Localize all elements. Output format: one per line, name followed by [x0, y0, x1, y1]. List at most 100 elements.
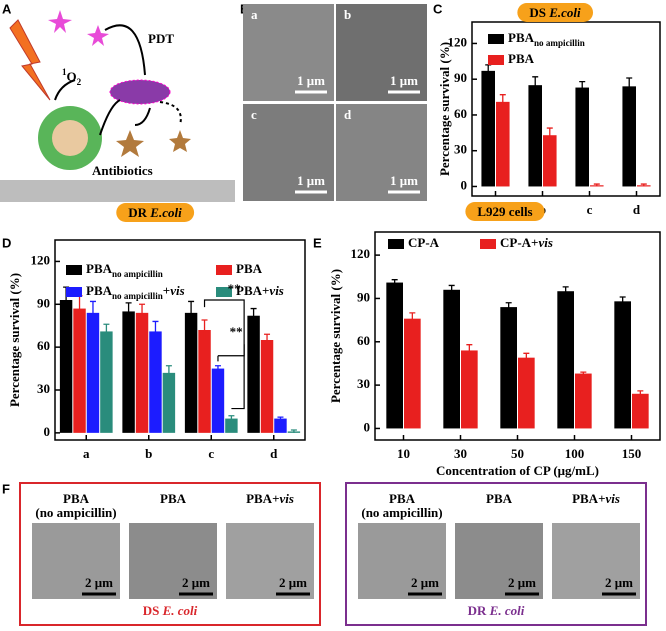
error-bar	[619, 296, 626, 306]
bar	[100, 331, 113, 433]
bar	[86, 312, 100, 433]
bar	[614, 301, 631, 429]
error-bar	[499, 94, 506, 109]
panel-label: C	[433, 1, 443, 16]
text-part: PBA+	[572, 491, 605, 506]
text-part: PBA	[160, 491, 187, 506]
text-part: vis	[170, 283, 184, 298]
y-tick-label: 120	[31, 252, 51, 267]
image-label: d	[344, 107, 352, 122]
bar	[518, 357, 535, 429]
text-part: PBA	[389, 491, 416, 506]
error-bar	[580, 371, 587, 375]
text-part: E.coli	[548, 5, 581, 20]
error-bar	[505, 302, 512, 312]
x-tick-label: d	[270, 446, 278, 461]
bar	[73, 308, 86, 433]
error-bar	[125, 302, 132, 320]
legend-swatch	[488, 34, 504, 44]
error-bar	[139, 303, 146, 322]
text-part: DR	[468, 603, 490, 618]
scale-label: 2 μm	[605, 575, 633, 590]
y-tick-label: 60	[357, 333, 370, 348]
legend-swatch	[480, 239, 496, 249]
text-part: vis	[538, 235, 552, 250]
text-part: PBA	[63, 491, 90, 506]
bar	[211, 368, 225, 433]
legend-label: PBA	[508, 51, 535, 66]
significance-bracket	[203, 299, 245, 357]
text-part: L929 cells	[477, 204, 532, 219]
title-pill	[116, 202, 195, 222]
legend-swatch	[216, 287, 232, 297]
scale-label: 2 μm	[85, 575, 113, 590]
legend-swatch	[216, 265, 232, 275]
y-tick-label: 0	[364, 419, 371, 434]
arrow	[134, 107, 151, 126]
legend-label: CP-A	[408, 235, 440, 250]
image-label: b	[344, 7, 351, 22]
bar	[184, 312, 198, 433]
y-axis-label: Percentage survival (%)	[437, 42, 452, 176]
y-tick-label: 90	[454, 70, 467, 85]
sem-image	[243, 4, 334, 101]
legend-label: CP-A+vis	[500, 235, 553, 250]
error-bar	[250, 307, 257, 323]
text-part: DS	[529, 5, 549, 20]
title-pill	[465, 201, 545, 221]
error-bar	[214, 365, 221, 372]
error-bar	[523, 352, 530, 362]
image-label: PBA	[486, 491, 513, 506]
bar	[575, 373, 592, 429]
y-tick-label: 30	[37, 381, 50, 396]
y-tick-label: 60	[37, 338, 50, 353]
error-bar	[165, 365, 172, 380]
error-bar	[152, 320, 159, 342]
error-bar	[562, 286, 569, 296]
bar	[404, 318, 421, 429]
image-label: PBA	[160, 491, 187, 506]
sem-image	[552, 523, 640, 599]
legend-label: PBA	[236, 261, 263, 276]
bar	[557, 291, 574, 429]
text-part: E.coli	[149, 205, 182, 220]
bar	[198, 330, 211, 433]
panel-label: A	[2, 1, 12, 16]
text-part: no ampicillin	[534, 38, 585, 48]
sem-image	[32, 523, 120, 599]
y-tick-label: 60	[454, 106, 467, 121]
y-axis-label: Percentage survival (%)	[7, 273, 22, 407]
error-bar	[201, 319, 208, 340]
plot-frame	[54, 239, 306, 441]
scale-label: 1 μm	[390, 173, 418, 188]
x-tick-label: b	[145, 446, 152, 461]
bar	[247, 315, 260, 433]
text-part: no ampicillin	[112, 269, 163, 279]
bar	[543, 135, 557, 187]
bar	[481, 70, 495, 187]
image-label: PBA+vis	[246, 491, 294, 506]
text-part: vis	[605, 491, 619, 506]
legend-swatch	[388, 239, 404, 249]
image-label: PBA+vis	[572, 491, 620, 506]
scale-label: 1 μm	[390, 73, 418, 88]
error-bar	[546, 127, 553, 143]
text-part: CP-A+	[500, 235, 538, 250]
text-part: +	[163, 283, 170, 298]
group-title: DR E. coli	[468, 603, 525, 618]
chart-title: DR E.coli	[128, 205, 182, 220]
annotation: **	[230, 324, 243, 339]
bar	[496, 101, 510, 187]
bar	[528, 85, 542, 187]
legend-swatch	[66, 265, 82, 275]
text-part: PBA	[508, 30, 535, 45]
y-tick-label: 30	[357, 376, 370, 391]
text-part: PBA	[236, 261, 263, 276]
image-note: (no ampicillin)	[35, 505, 116, 520]
error-bar	[532, 76, 539, 94]
text-part: E. coli	[489, 603, 525, 618]
text-part: PBA	[86, 261, 113, 276]
error-bar	[264, 333, 271, 346]
scale-label: 2 μm	[182, 575, 210, 590]
sem-image	[358, 523, 446, 599]
